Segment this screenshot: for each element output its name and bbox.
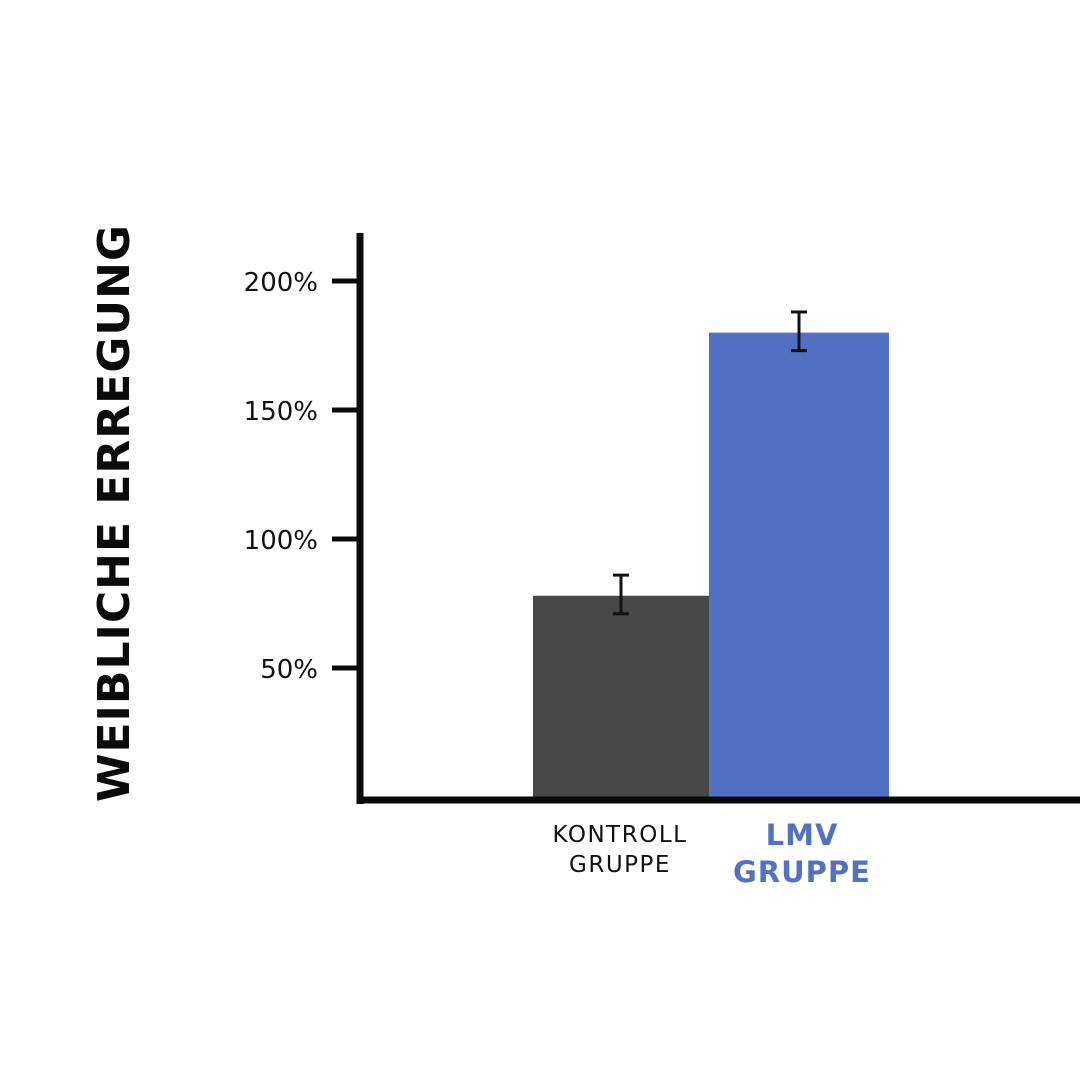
x-category-label-line1: LMV [766, 818, 839, 852]
y-axis-title: WEIBLICHE ERREGUNG [89, 224, 140, 802]
y-tick-label: 50% [260, 655, 318, 685]
bars-layer [533, 332, 889, 797]
x-category-label-line2: GRUPPE [569, 852, 671, 878]
axes-layer [356, 233, 1080, 804]
error-bar-1 [613, 573, 629, 616]
bar-1 [533, 595, 709, 797]
y-tick-label: 200% [244, 268, 318, 298]
y-axis-label: WEIBLICHE ERREGUNG [89, 224, 140, 802]
error-bars-layer [613, 310, 807, 616]
x-category-label-line1: KONTROLL [553, 822, 688, 848]
x-category-label-1: KONTROLL GRUPPE [553, 822, 688, 878]
y-ticks-layer: 50% 100% 150% 200% [244, 268, 360, 685]
error-bar-2 [791, 310, 807, 353]
y-tick-label: 150% [244, 397, 318, 427]
bar-2 [709, 332, 889, 797]
y-tick-label: 100% [244, 526, 318, 556]
x-category-label-line2: GRUPPE [733, 855, 871, 889]
